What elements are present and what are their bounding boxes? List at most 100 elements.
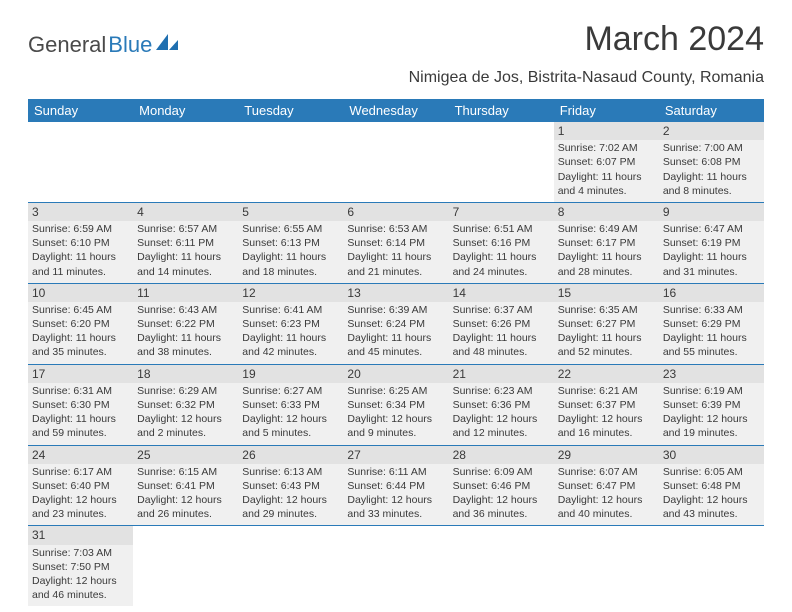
day-number: 27 xyxy=(343,446,448,464)
day-number: 11 xyxy=(133,284,238,302)
day-number: 13 xyxy=(343,284,448,302)
daylight-text: Daylight: 12 hours xyxy=(453,412,550,426)
daylight-text: Daylight: 12 hours xyxy=(453,493,550,507)
daylight-text: Daylight: 11 hours xyxy=(347,331,444,345)
daylight-text: and 52 minutes. xyxy=(558,345,655,359)
calendar-cell: 13Sunrise: 6:39 AMSunset: 6:24 PMDayligh… xyxy=(343,283,448,364)
calendar-cell: 5Sunrise: 6:55 AMSunset: 6:13 PMDaylight… xyxy=(238,202,343,283)
daylight-text: Daylight: 12 hours xyxy=(663,493,760,507)
sunrise-text: Sunrise: 6:39 AM xyxy=(347,303,444,317)
calendar-cell: 23Sunrise: 6:19 AMSunset: 6:39 PMDayligh… xyxy=(659,364,764,445)
logo: General Blue xyxy=(28,32,178,58)
day-number: 1 xyxy=(554,122,659,140)
sunrise-text: Sunrise: 6:31 AM xyxy=(32,384,129,398)
sunrise-text: Sunrise: 6:23 AM xyxy=(453,384,550,398)
daylight-text: Daylight: 12 hours xyxy=(347,493,444,507)
day-header: Wednesday xyxy=(343,99,448,122)
daylight-text: Daylight: 11 hours xyxy=(558,170,655,184)
sunset-text: Sunset: 6:33 PM xyxy=(242,398,339,412)
title-block: March 2024 Nimigea de Jos, Bistrita-Nasa… xyxy=(409,20,764,95)
day-number: 4 xyxy=(133,203,238,221)
calendar-cell xyxy=(659,526,764,606)
calendar-cell xyxy=(449,122,554,202)
daylight-text: and 9 minutes. xyxy=(347,426,444,440)
sunrise-text: Sunrise: 6:15 AM xyxy=(137,465,234,479)
sunset-text: Sunset: 6:23 PM xyxy=(242,317,339,331)
sunrise-text: Sunrise: 6:49 AM xyxy=(558,222,655,236)
daylight-text: and 19 minutes. xyxy=(663,426,760,440)
daylight-text: Daylight: 11 hours xyxy=(663,170,760,184)
daylight-text: and 29 minutes. xyxy=(242,507,339,521)
daylight-text: Daylight: 12 hours xyxy=(32,574,129,588)
daylight-text: and 38 minutes. xyxy=(137,345,234,359)
daylight-text: Daylight: 11 hours xyxy=(32,250,129,264)
calendar-cell xyxy=(238,526,343,606)
day-number: 30 xyxy=(659,446,764,464)
day-number: 17 xyxy=(28,365,133,383)
calendar-cell: 25Sunrise: 6:15 AMSunset: 6:41 PMDayligh… xyxy=(133,445,238,526)
day-header-row: Sunday Monday Tuesday Wednesday Thursday… xyxy=(28,99,764,122)
logo-text-blue: Blue xyxy=(108,32,152,58)
sunset-text: Sunset: 6:17 PM xyxy=(558,236,655,250)
calendar-cell: 26Sunrise: 6:13 AMSunset: 6:43 PMDayligh… xyxy=(238,445,343,526)
calendar-cell: 1Sunrise: 7:02 AMSunset: 6:07 PMDaylight… xyxy=(554,122,659,202)
calendar-cell xyxy=(28,122,133,202)
day-number: 5 xyxy=(238,203,343,221)
calendar-cell: 17Sunrise: 6:31 AMSunset: 6:30 PMDayligh… xyxy=(28,364,133,445)
calendar-week: 31Sunrise: 7:03 AMSunset: 7:50 PMDayligh… xyxy=(28,526,764,606)
calendar-cell xyxy=(554,526,659,606)
daylight-text: and 55 minutes. xyxy=(663,345,760,359)
daylight-text: Daylight: 12 hours xyxy=(558,412,655,426)
sunrise-text: Sunrise: 6:21 AM xyxy=(558,384,655,398)
calendar-cell: 14Sunrise: 6:37 AMSunset: 6:26 PMDayligh… xyxy=(449,283,554,364)
sunset-text: Sunset: 6:07 PM xyxy=(558,155,655,169)
day-number: 26 xyxy=(238,446,343,464)
calendar-cell: 27Sunrise: 6:11 AMSunset: 6:44 PMDayligh… xyxy=(343,445,448,526)
day-number: 28 xyxy=(449,446,554,464)
sunset-text: Sunset: 6:41 PM xyxy=(137,479,234,493)
month-title: March 2024 xyxy=(409,20,764,59)
sunset-text: Sunset: 6:48 PM xyxy=(663,479,760,493)
calendar-cell: 20Sunrise: 6:25 AMSunset: 6:34 PMDayligh… xyxy=(343,364,448,445)
daylight-text: and 26 minutes. xyxy=(137,507,234,521)
daylight-text: Daylight: 11 hours xyxy=(663,250,760,264)
sunset-text: Sunset: 6:27 PM xyxy=(558,317,655,331)
sunrise-text: Sunrise: 6:53 AM xyxy=(347,222,444,236)
daylight-text: and 43 minutes. xyxy=(663,507,760,521)
day-number: 20 xyxy=(343,365,448,383)
sunrise-text: Sunrise: 6:11 AM xyxy=(347,465,444,479)
sunrise-text: Sunrise: 7:03 AM xyxy=(32,546,129,560)
daylight-text: and 4 minutes. xyxy=(558,184,655,198)
daylight-text: and 24 minutes. xyxy=(453,265,550,279)
sunrise-text: Sunrise: 6:41 AM xyxy=(242,303,339,317)
calendar-cell xyxy=(133,526,238,606)
sunset-text: Sunset: 7:50 PM xyxy=(32,560,129,574)
sunset-text: Sunset: 6:30 PM xyxy=(32,398,129,412)
daylight-text: and 40 minutes. xyxy=(558,507,655,521)
sunrise-text: Sunrise: 6:27 AM xyxy=(242,384,339,398)
sunrise-text: Sunrise: 6:13 AM xyxy=(242,465,339,479)
daylight-text: and 18 minutes. xyxy=(242,265,339,279)
daylight-text: and 36 minutes. xyxy=(453,507,550,521)
day-number: 25 xyxy=(133,446,238,464)
calendar-cell: 12Sunrise: 6:41 AMSunset: 6:23 PMDayligh… xyxy=(238,283,343,364)
day-number: 19 xyxy=(238,365,343,383)
sunrise-text: Sunrise: 6:47 AM xyxy=(663,222,760,236)
daylight-text: Daylight: 11 hours xyxy=(242,250,339,264)
daylight-text: Daylight: 11 hours xyxy=(558,250,655,264)
daylight-text: and 42 minutes. xyxy=(242,345,339,359)
sunset-text: Sunset: 6:11 PM xyxy=(137,236,234,250)
daylight-text: and 28 minutes. xyxy=(558,265,655,279)
daylight-text: Daylight: 12 hours xyxy=(32,493,129,507)
sunset-text: Sunset: 6:32 PM xyxy=(137,398,234,412)
daylight-text: and 12 minutes. xyxy=(453,426,550,440)
calendar-cell: 7Sunrise: 6:51 AMSunset: 6:16 PMDaylight… xyxy=(449,202,554,283)
daylight-text: Daylight: 11 hours xyxy=(558,331,655,345)
calendar-cell: 29Sunrise: 6:07 AMSunset: 6:47 PMDayligh… xyxy=(554,445,659,526)
daylight-text: Daylight: 11 hours xyxy=(32,412,129,426)
calendar-cell: 6Sunrise: 6:53 AMSunset: 6:14 PMDaylight… xyxy=(343,202,448,283)
calendar-cell: 8Sunrise: 6:49 AMSunset: 6:17 PMDaylight… xyxy=(554,202,659,283)
daylight-text: and 48 minutes. xyxy=(453,345,550,359)
sail-icon xyxy=(156,34,178,57)
sunset-text: Sunset: 6:20 PM xyxy=(32,317,129,331)
